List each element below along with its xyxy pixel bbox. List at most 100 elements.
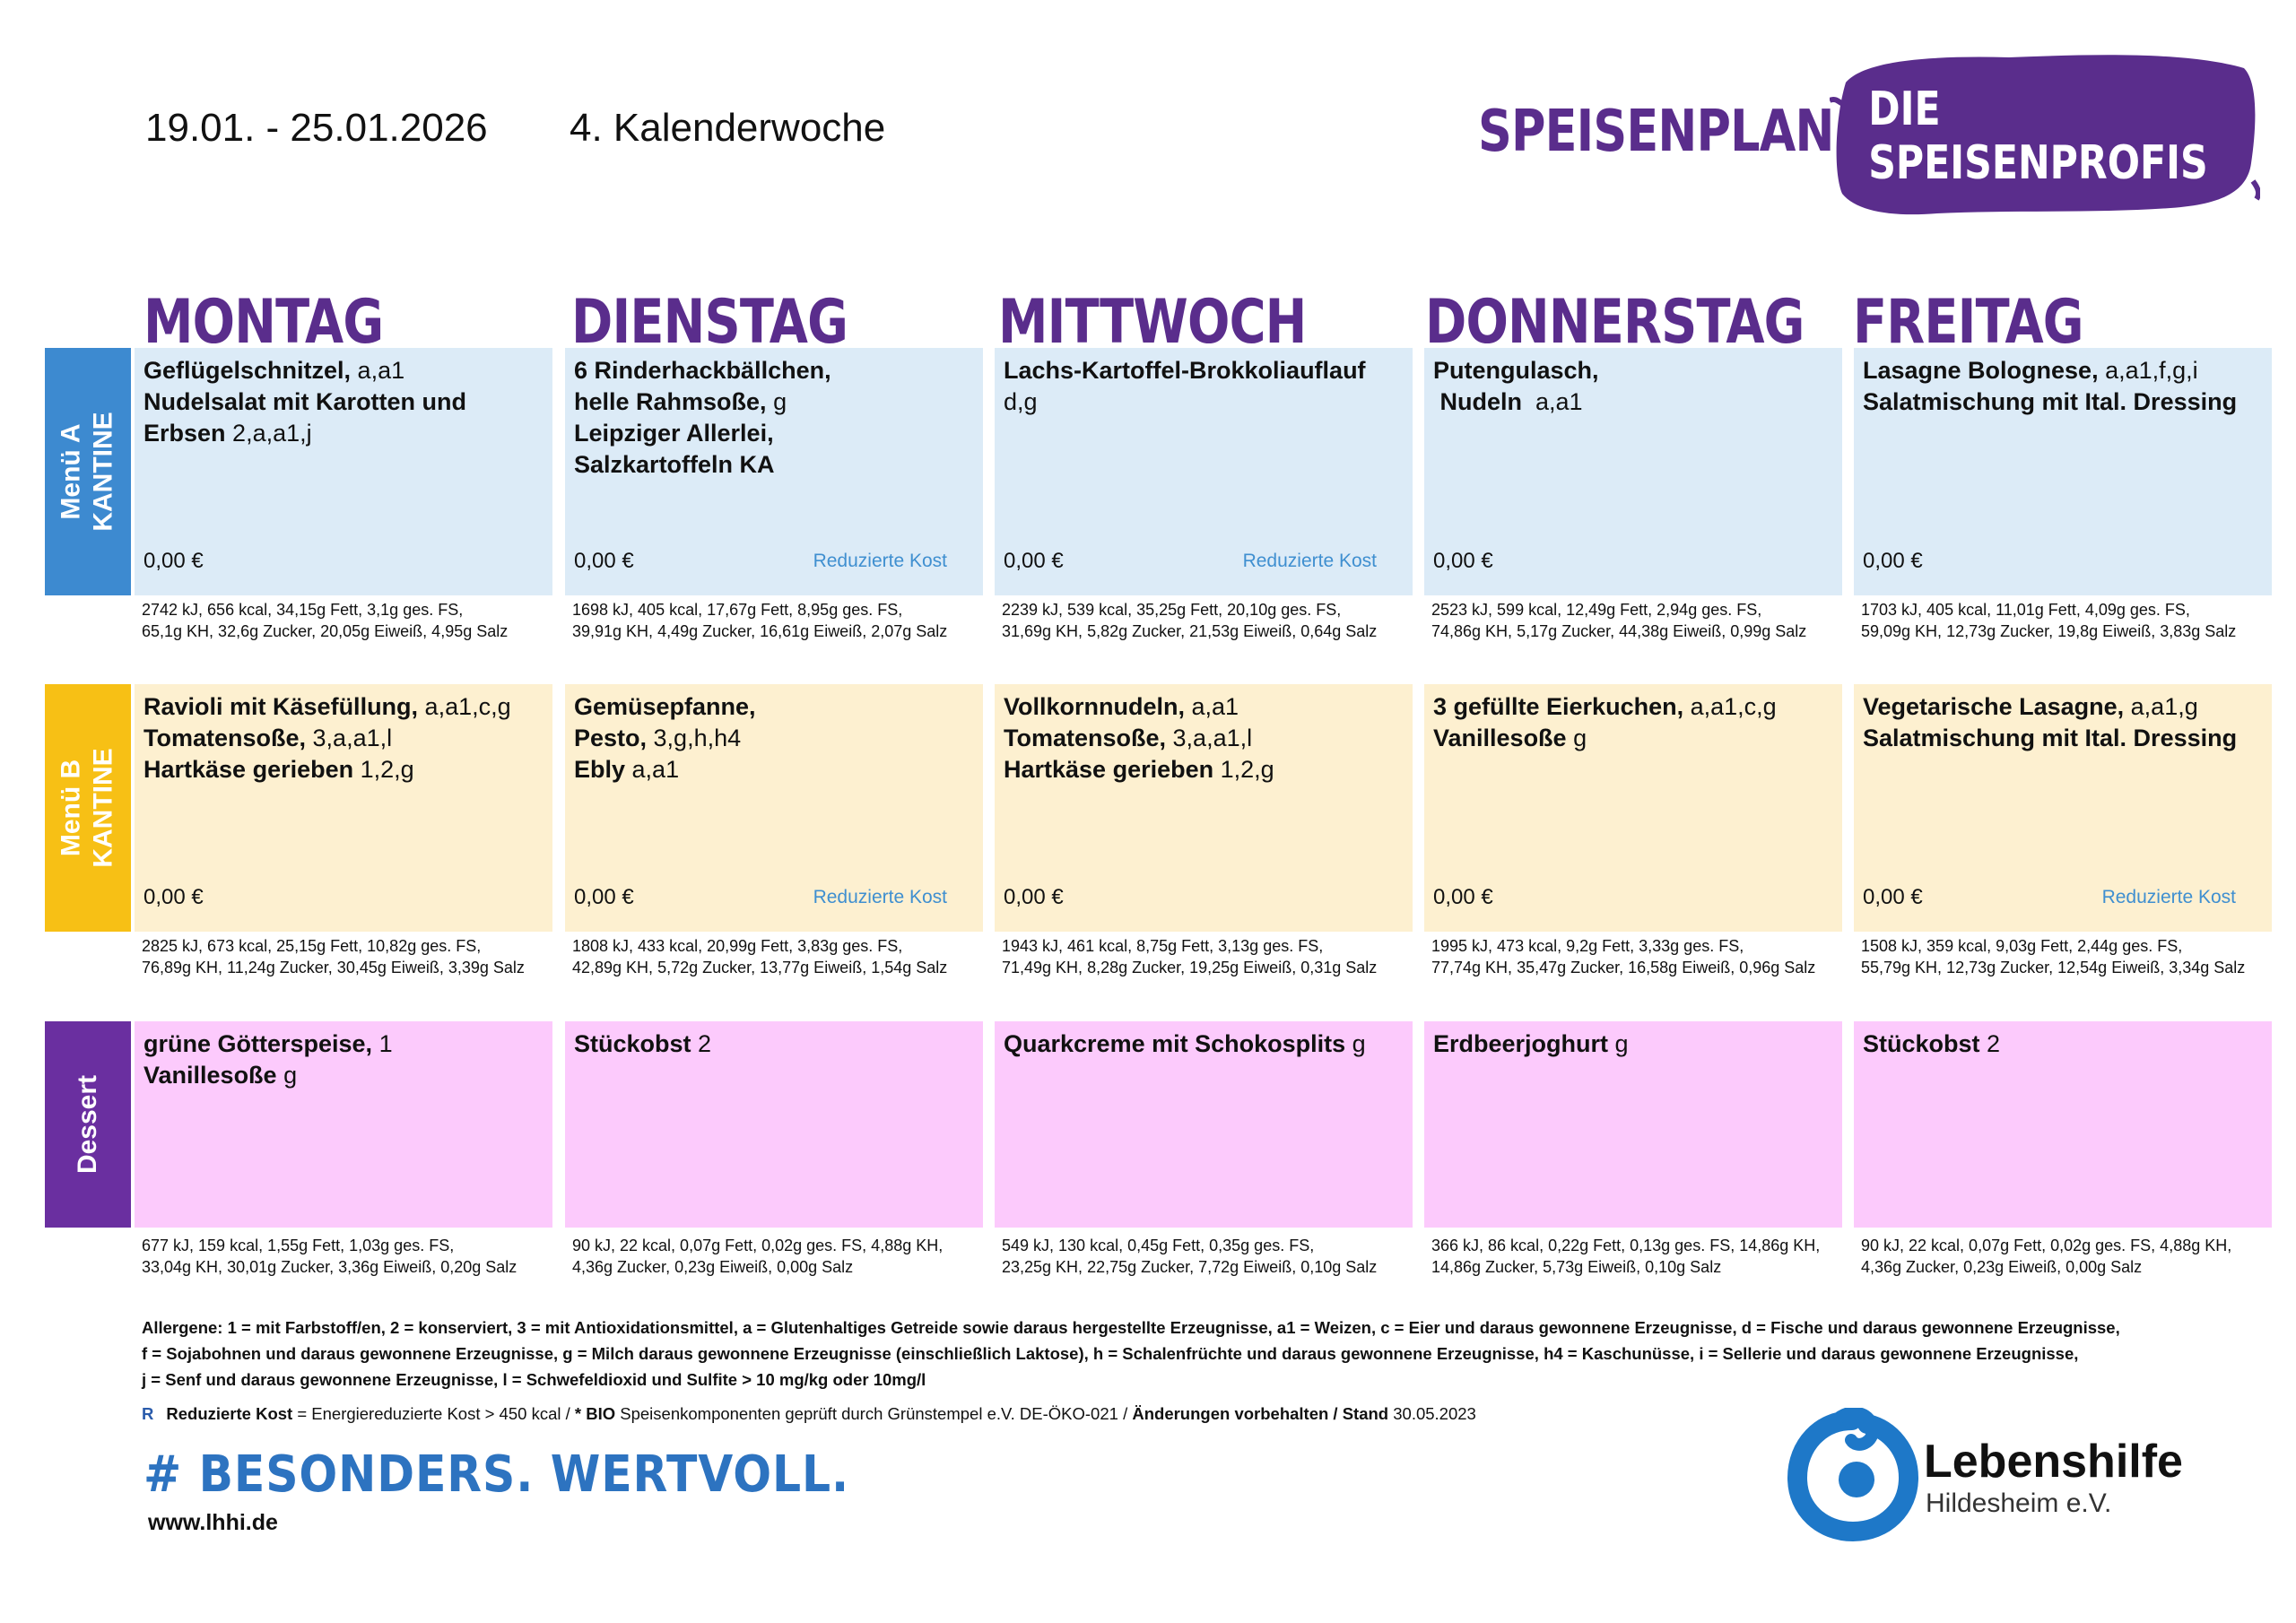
nutrition-info: 90 kJ, 22 kcal, 0,07g Fett, 0,02g ges. F… — [1861, 1235, 2292, 1278]
price: 0,00 € — [1863, 549, 1923, 573]
dish-line: 3 gefüllte Eierkuchen, a,a1,c,g — [1433, 691, 1833, 723]
nutrition-line: 65,1g KH, 32,6g Zucker, 20,05g Eiweiß, 4… — [142, 622, 509, 640]
nutrition-line: 677 kJ, 159 kcal, 1,55g Fett, 1,03g ges.… — [142, 1237, 455, 1254]
dish-name: Vegetarische Lasagne, — [1863, 693, 2125, 720]
legend-date: 30.05.2023 — [1388, 1404, 1476, 1423]
nutrition-info: 1508 kJ, 359 kcal, 9,03g Fett, 2,44g ges… — [1861, 935, 2292, 978]
nutrition-line: 39,91g KH, 4,49g Zucker, 16,61g Eiweiß, … — [572, 622, 948, 640]
nutrition-info: 1703 kJ, 405 kcal, 11,01g Fett, 4,09g ge… — [1861, 599, 2292, 642]
dish-line: Quarkcreme mit Schokosplits g — [1004, 1028, 1404, 1060]
dish-name: Salatmischung mit Ital. Dressing — [1863, 388, 2238, 415]
allergen-codes: g — [276, 1062, 298, 1089]
nutrition-line: 1943 kJ, 461 kcal, 8,75g Fett, 3,13g ges… — [1002, 937, 1324, 955]
slogan: # BESONDERS. WERTVOLL. — [144, 1445, 850, 1504]
allergen-codes: a,a1 — [1185, 693, 1239, 720]
nutrition-line: 2825 kJ, 673 kcal, 25,15g Fett, 10,82g g… — [142, 937, 482, 955]
dish-line: Salzkartoffeln KA — [574, 449, 974, 481]
nutrition-line: 1995 kJ, 473 kcal, 9,2g Fett, 3,33g ges.… — [1431, 937, 1744, 955]
dish-description: Geflügelschnitzel, a,a1 Nudelsalat mit Ka… — [144, 355, 544, 449]
nutrition-line: 71,49g KH, 8,28g Zucker, 19,25g Eiweiß, … — [1002, 959, 1378, 976]
dish-name: Salatmischung mit Ital. Dressing — [1863, 725, 2238, 751]
dessert-cell-tuesday: Stückobst 2 — [565, 1021, 983, 1228]
dish-line: Vollkornnudeln, a,a1 — [1004, 691, 1404, 723]
allergen-line: j = Senf und daraus gewonnene Erzeugniss… — [142, 1370, 926, 1389]
dish-name: Vanillesoße — [144, 1062, 277, 1089]
nutrition-info: 1995 kJ, 473 kcal, 9,2g Fett, 3,33g ges.… — [1431, 935, 1862, 978]
brand-badge: DIE SPEISENPROFIS — [1830, 47, 2260, 226]
dish-name: Putengulasch, — [1433, 357, 1599, 384]
dish-description: 3 gefüllte Eierkuchen, a,a1,c,g Vanilleso… — [1433, 691, 1833, 754]
allergen-codes: 2,a,a1,j — [225, 420, 312, 447]
allergen-codes: g — [1345, 1030, 1366, 1057]
dish-name: Hartkäse gerieben — [1004, 756, 1214, 783]
dish-name: 6 Rinderhackbällchen, — [574, 357, 831, 384]
dessert-cell-friday: Stückobst 2 — [1854, 1021, 2272, 1228]
nutrition-info: 549 kJ, 130 kcal, 0,45g Fett, 0,35g ges.… — [1002, 1235, 1432, 1278]
allergen-codes: a,a1,g — [2124, 693, 2198, 720]
legend-text: = Energiereduzierte Kost > 450 kcal / — [292, 1404, 575, 1423]
website-link[interactable]: www.lhhi.de — [148, 1510, 278, 1535]
menu-a-cell-thursday: Putengulasch, Nudeln a,a1 0,00 € — [1424, 348, 1842, 595]
logo-subtitle: Hildesheim e.V. — [1926, 1488, 2112, 1518]
allergen-codes: 1 — [372, 1030, 393, 1057]
nutrition-line: 2742 kJ, 656 kcal, 34,15g Fett, 3,1g ges… — [142, 601, 464, 619]
dish-line: Nudeln a,a1 — [1433, 386, 1833, 418]
menu-b-cell-friday: Vegetarische Lasagne, a,a1,g Salatmischun… — [1854, 684, 2272, 932]
dish-name: Vollkornnudeln, — [1004, 693, 1185, 720]
nutrition-line: 4,36g Zucker, 0,23g Eiweiß, 0,00g Salz — [572, 1258, 854, 1276]
allergen-codes: 2 — [691, 1030, 712, 1057]
dish-line: Geflügelschnitzel, a,a1 — [144, 355, 544, 386]
price: 0,00 € — [1863, 885, 1923, 909]
dish-description: Gemüsepfanne, Pesto, 3,g,h,h4 Ebly a,a1 — [574, 691, 974, 785]
nutrition-info: 2523 kJ, 599 kcal, 12,49g Fett, 2,94g ge… — [1431, 599, 1862, 642]
logo-name: Lebenshilfe — [1924, 1436, 2183, 1488]
dish-name: Tomatensoße, — [1004, 725, 1167, 751]
allergen-codes: d,g — [1004, 388, 1038, 415]
menu-a-cell-monday: Geflügelschnitzel, a,a1 Nudelsalat mit Ka… — [135, 348, 552, 595]
dessert-cell-thursday: Erdbeerjoghurt g — [1424, 1021, 1842, 1228]
nutrition-line: 42,89g KH, 5,72g Zucker, 13,77g Eiweiß, … — [572, 959, 948, 976]
dish-name: Stückobst — [1863, 1030, 1980, 1057]
allergen-codes: g — [1566, 725, 1587, 751]
dish-name: Geflügelschnitzel, — [144, 357, 352, 384]
dish-name: Tomatensoße, — [144, 725, 307, 751]
dish-description: Stückobst 2 — [1863, 1028, 2263, 1060]
dish-name: Ravioli mit Käsefüllung, — [144, 693, 419, 720]
dish-line: Vanillesoße g — [1433, 723, 1833, 754]
nutrition-line: 366 kJ, 86 kcal, 0,22g Fett, 0,13g ges. … — [1431, 1237, 1821, 1254]
dessert-cell-monday: grüne Götterspeise, 1 Vanillesoße g — [135, 1021, 552, 1228]
nutrition-line: 55,79g KH, 12,73g Zucker, 12,54g Eiweiß,… — [1861, 959, 2246, 976]
dessert-cell-wednesday: Quarkcreme mit Schokosplits g — [995, 1021, 1413, 1228]
dish-name: Nudeln — [1433, 388, 1523, 415]
nutrition-line: 23,25g KH, 22,75g Zucker, 7,72g Eiweiß, … — [1002, 1258, 1378, 1276]
dish-line: Stückobst 2 — [1863, 1028, 2263, 1060]
dish-name: Nudelsalat mit Karotten und — [144, 388, 467, 415]
dish-description: Vegetarische Lasagne, a,a1,g Salatmischun… — [1863, 691, 2263, 754]
menu-a-cell-friday: Lasagne Bolognese, a,a1,f,g,i Salatmischu… — [1854, 348, 2272, 595]
dish-name: Salzkartoffeln KA — [574, 451, 775, 478]
row-label-menu-a-line2: KANTINE — [89, 412, 118, 532]
dish-description: Putengulasch, Nudeln a,a1 — [1433, 355, 1833, 418]
legend-reduced-label: Reduzierte Kost — [166, 1404, 293, 1423]
dish-description: Vollkornnudeln, a,a1 Tomatensoße, 3,a,a1,… — [1004, 691, 1404, 785]
plan-title: SPEISENPLAN — [1478, 99, 1834, 165]
nutrition-line: 549 kJ, 130 kcal, 0,45g Fett, 0,35g ges.… — [1002, 1237, 1315, 1254]
nutrition-line: 59,09g KH, 12,73g Zucker, 19,8g Eiweiß, … — [1861, 622, 2237, 640]
nutrition-info: 1943 kJ, 461 kcal, 8,75g Fett, 3,13g ges… — [1002, 935, 1432, 978]
allergen-codes: 1,2,g — [1213, 756, 1274, 783]
allergen-codes: a,a1 — [1522, 388, 1583, 415]
price: 0,00 € — [574, 549, 634, 573]
dish-description: Lachs-Kartoffel-Brokkoliauflauf d,g — [1004, 355, 1404, 418]
row-label-menu-b-line2: KANTINE — [89, 748, 118, 868]
menu-a-cell-tuesday: 6 Rinderhackbällchen, helle Rahmsoße, g Le… — [565, 348, 983, 595]
menu-b-cell-monday: Ravioli mit Käsefüllung, a,a1,c,g Tomaten… — [135, 684, 552, 932]
day-header-wednesday: MITTWOCH — [998, 287, 1307, 358]
nutrition-line: 33,04g KH, 30,01g Zucker, 3,36g Eiweiß, … — [142, 1258, 517, 1276]
dish-name: Erbsen — [144, 420, 226, 447]
legend-text: Speisenkomponenten geprüft durch Grünste… — [615, 1404, 1133, 1423]
dish-description: Quarkcreme mit Schokosplits g — [1004, 1028, 1404, 1060]
nutrition-line: 14,86g Zucker, 5,73g Eiweiß, 0,10g Salz — [1431, 1258, 1722, 1276]
dish-name: Ebly — [574, 756, 626, 783]
nutrition-line: 90 kJ, 22 kcal, 0,07g Fett, 0,02g ges. F… — [1861, 1237, 2232, 1254]
price: 0,00 € — [144, 885, 204, 909]
